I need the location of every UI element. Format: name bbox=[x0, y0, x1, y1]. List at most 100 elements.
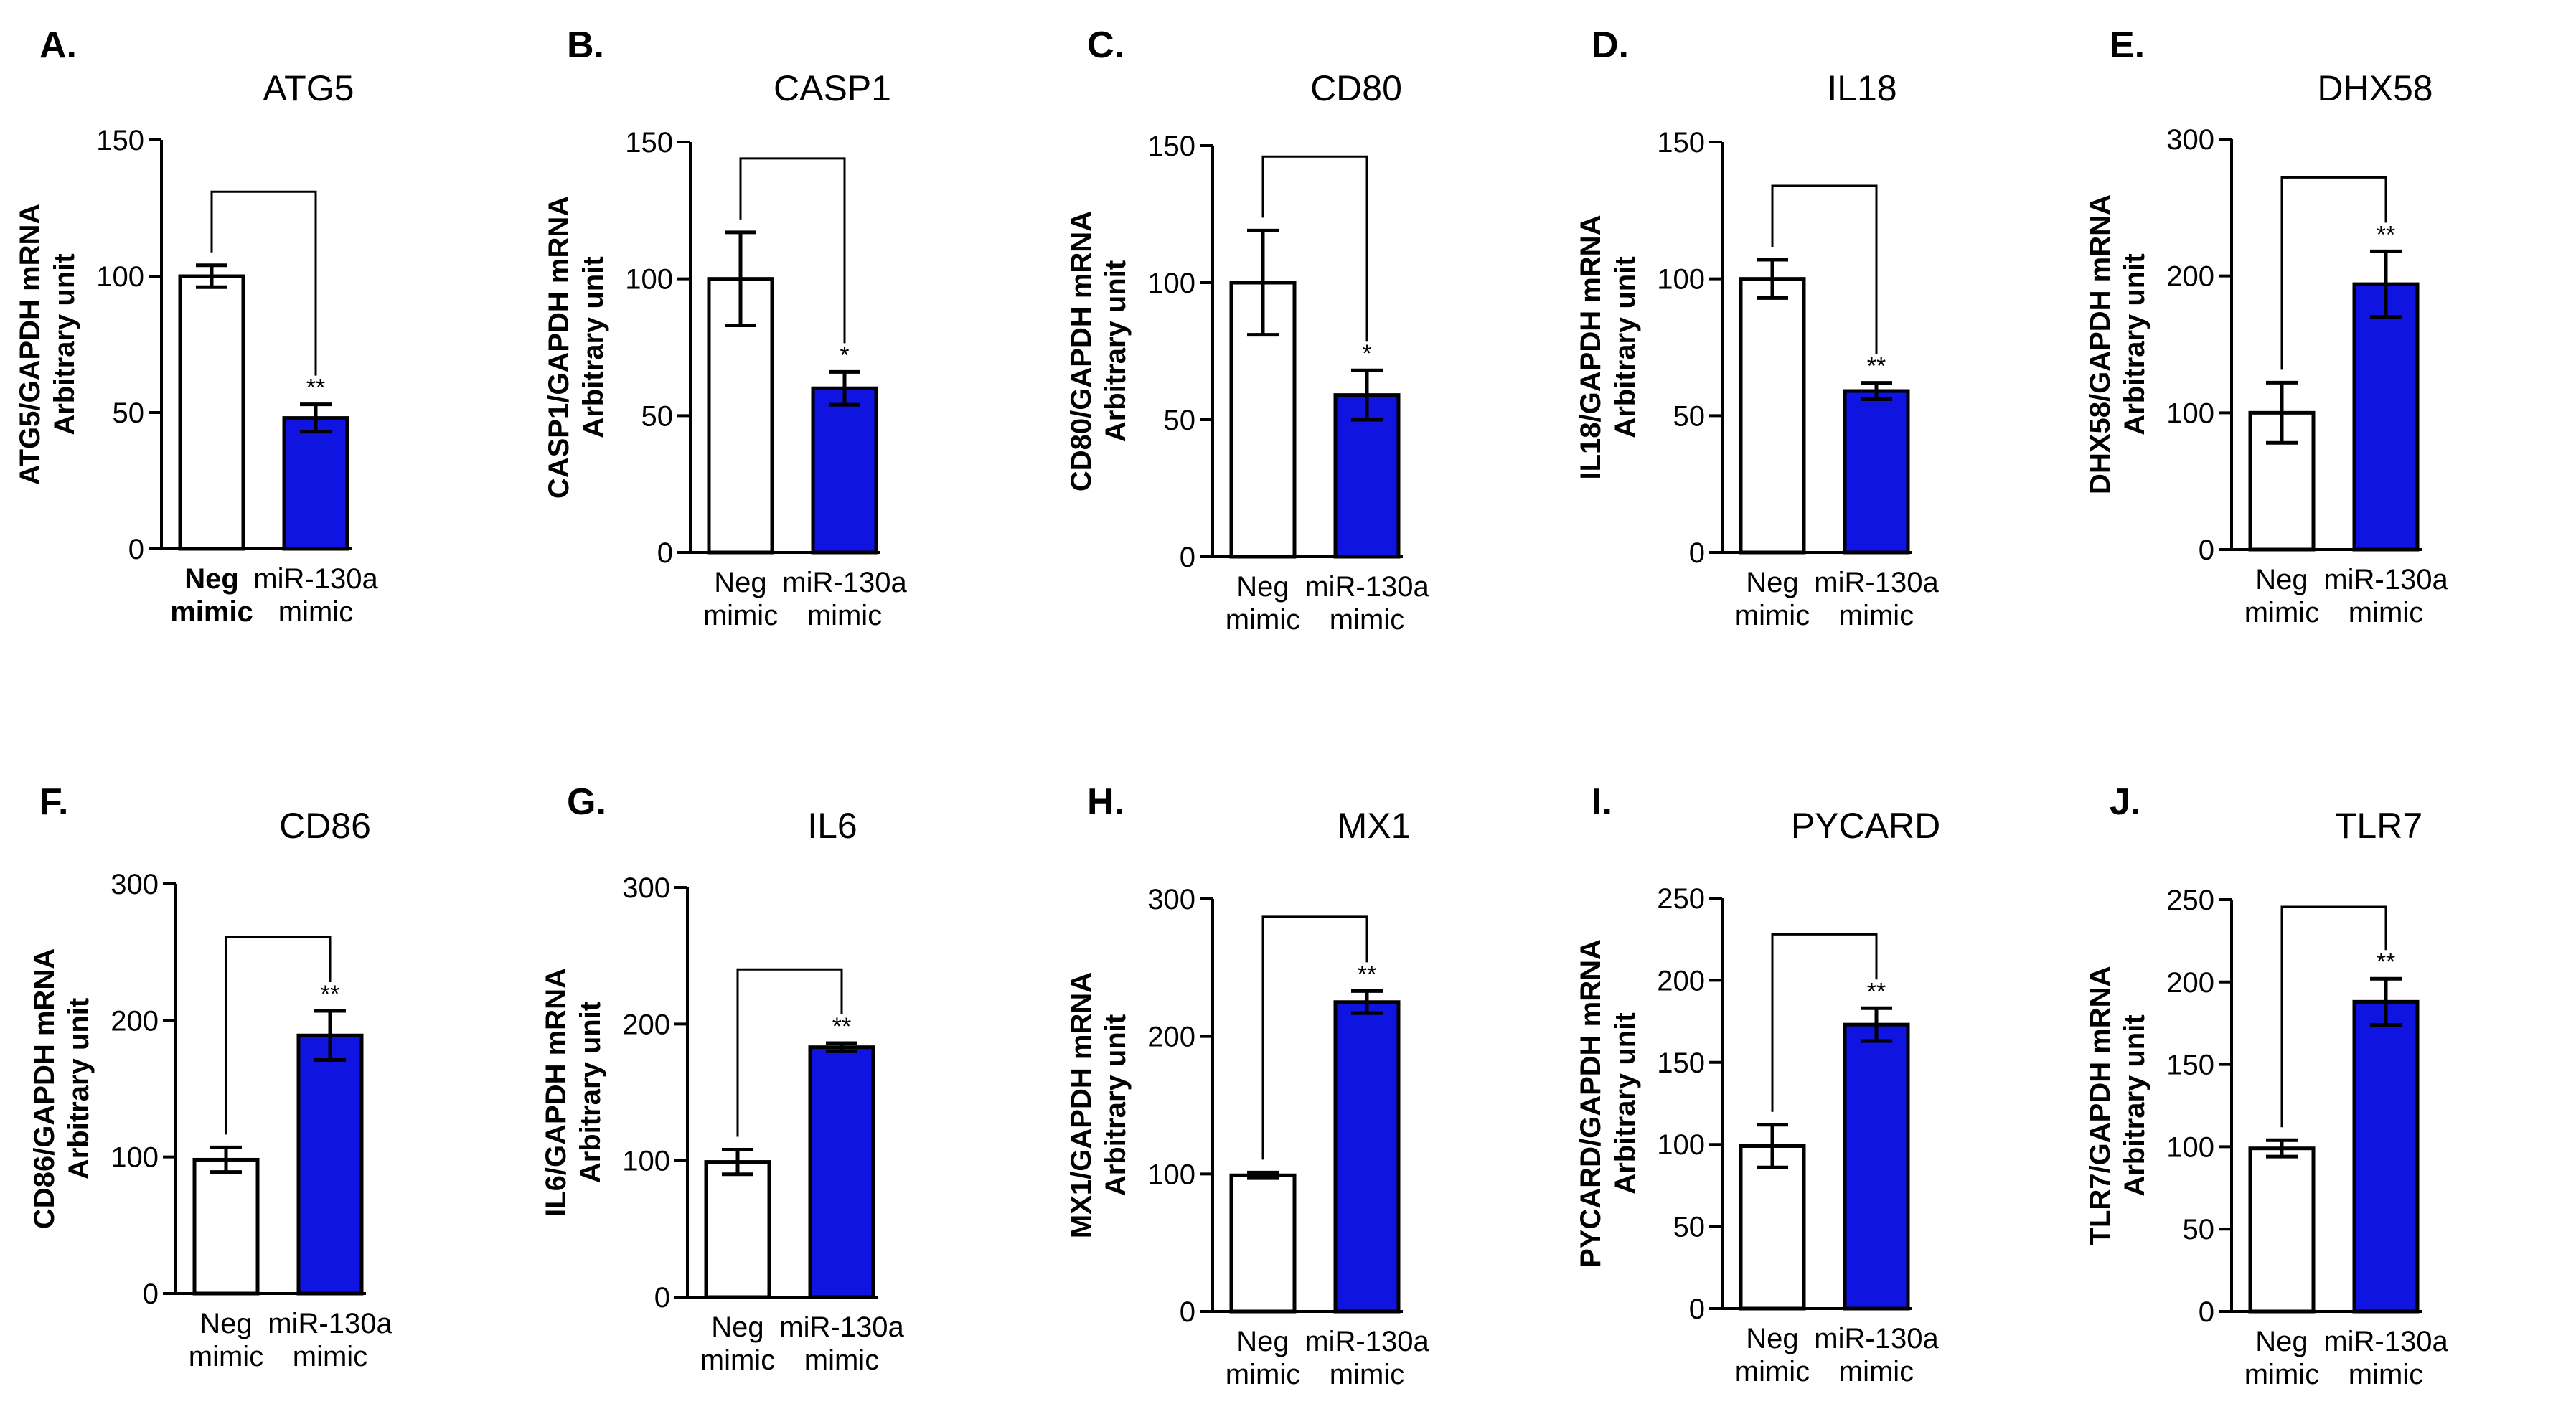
y-tick-label: 300 bbox=[111, 869, 159, 900]
bar-mir130a-mimic bbox=[1333, 1000, 1401, 1314]
chart-panel-cd86: F. CD86 CD86/GAPDH mRNA Arbitrary unit 0 100 2… bbox=[29, 781, 392, 1372]
panel-letter: A. bbox=[39, 24, 77, 66]
chart-panel-il18: D. IL18 IL18/GAPDH mRNA Arbitrary unit 0 50 10… bbox=[1575, 24, 1939, 631]
significance-bracket bbox=[225, 936, 332, 1135]
y-axis-label-unit: Arbitrary unit bbox=[578, 256, 609, 438]
significance-label: ** bbox=[306, 374, 325, 402]
y-axis-label-unit: Arbitrary unit bbox=[2119, 253, 2150, 435]
significance-label: ** bbox=[832, 1013, 851, 1040]
y-tick-label: 100 bbox=[1657, 264, 1705, 296]
y-tick-label: 50 bbox=[641, 400, 674, 432]
y-tick-label: 300 bbox=[1147, 884, 1195, 915]
chart-panel-casp1: B. CASP1 CASP1/GAPDH mRNA Arbitrary unit 0 50… bbox=[543, 24, 907, 631]
bar-mir130a-mimic bbox=[282, 416, 349, 551]
y-tick-label: 100 bbox=[1657, 1129, 1705, 1161]
y-axis-label-unit: Arbitrary unit bbox=[1100, 260, 1132, 442]
category-label-mir130a-mimic: mimic bbox=[804, 1344, 879, 1376]
bar-neg-mimic bbox=[1739, 1144, 1806, 1311]
significance-bracket bbox=[2280, 905, 2387, 1128]
bar-mir130a-mimic bbox=[2352, 999, 2420, 1314]
significance-label: ** bbox=[1867, 978, 1886, 1005]
chart-title: TLR7 bbox=[2335, 806, 2422, 846]
y-tick-label: 150 bbox=[1657, 127, 1705, 159]
y-tick-label: 50 bbox=[1164, 405, 1196, 436]
panel-letter: I. bbox=[1592, 781, 1612, 823]
category-label-mir130a-mimic: miR-130a bbox=[2323, 564, 2448, 595]
category-label-neg-mimic: mimic bbox=[1226, 604, 1300, 636]
category-label-neg-mimic: mimic bbox=[170, 596, 253, 628]
chart-panel-il6: G. IL6 IL6/GAPDH mRNA Arbitrary unit 0 100 200… bbox=[540, 781, 904, 1376]
category-label-neg-mimic: mimic bbox=[1226, 1359, 1300, 1390]
y-axis-label: CASP1/GAPDH mRNA bbox=[543, 196, 575, 499]
y-axis-label-unit: Arbitrary unit bbox=[1100, 1014, 1132, 1196]
y-tick-label: 150 bbox=[2166, 1050, 2214, 1081]
y-axis-label: CD86/GAPDH mRNA bbox=[29, 948, 60, 1229]
y-axis-label: IL18/GAPDH mRNA bbox=[1575, 215, 1607, 480]
category-label-neg-mimic: Neg bbox=[199, 1308, 252, 1339]
category-label-mir130a-mimic: mimic bbox=[807, 600, 882, 631]
y-tick-label: 100 bbox=[622, 1146, 670, 1177]
panel-letter: D. bbox=[1592, 24, 1629, 66]
chart-title: MX1 bbox=[1338, 806, 1411, 846]
y-tick-label: 0 bbox=[1689, 537, 1705, 569]
chart-title: IL6 bbox=[807, 806, 857, 846]
y-tick-label: 100 bbox=[2166, 397, 2214, 429]
y-tick-label: 200 bbox=[2166, 261, 2214, 293]
panel-letter: J. bbox=[2110, 781, 2140, 823]
y-tick-label: 50 bbox=[113, 397, 145, 429]
category-label-neg-mimic: Neg bbox=[1746, 567, 1798, 598]
category-label-neg-mimic: Neg bbox=[2255, 564, 2308, 595]
category-label-neg-mimic: Neg bbox=[714, 567, 766, 598]
category-label-neg-mimic: mimic bbox=[1735, 1356, 1810, 1387]
category-label-mir130a-mimic: mimic bbox=[2349, 1359, 2423, 1390]
y-axis-label: IL6/GAPDH mRNA bbox=[540, 968, 572, 1217]
y-tick-label: 0 bbox=[657, 537, 673, 569]
significance-bracket bbox=[736, 968, 843, 1137]
category-label-mir130a-mimic: mimic bbox=[1839, 1356, 1914, 1387]
chart-panel-cd80: C. CD80 CD80/GAPDH mRNA Arbitrary unit 0 50 10… bbox=[1066, 24, 1429, 636]
category-label-mir130a-mimic: mimic bbox=[1330, 604, 1404, 636]
y-tick-label: 200 bbox=[1147, 1022, 1195, 1053]
y-tick-label: 50 bbox=[2183, 1214, 2215, 1245]
y-tick-label: 200 bbox=[1657, 965, 1705, 997]
significance-bracket bbox=[1261, 155, 1368, 342]
category-label-neg-mimic: mimic bbox=[1735, 600, 1810, 631]
bar-neg-mimic bbox=[178, 274, 245, 551]
bar-mir130a-mimic bbox=[811, 386, 878, 555]
panel-letter: F. bbox=[39, 781, 68, 823]
significance-label: ** bbox=[2377, 221, 2395, 248]
significance-label: ** bbox=[2377, 948, 2395, 976]
y-tick-label: 50 bbox=[1673, 400, 1706, 432]
y-tick-label: 200 bbox=[2166, 967, 2214, 999]
category-label-mir130a-mimic: mimic bbox=[278, 596, 353, 628]
y-tick-label: 0 bbox=[2199, 1296, 2214, 1328]
category-label-mir130a-mimic: miR-130a bbox=[268, 1308, 392, 1339]
chart-panel-pycard: I. PYCARD PYCARD/GAPDH mRNA Arbitrary unit 0… bbox=[1575, 781, 1940, 1387]
bar-neg-mimic bbox=[2248, 1146, 2316, 1314]
significance-label: * bbox=[840, 341, 849, 369]
category-label-neg-mimic: mimic bbox=[700, 1344, 775, 1376]
y-axis-label: DHX58/GAPDH mRNA bbox=[2084, 194, 2116, 494]
y-tick-label: 250 bbox=[1657, 883, 1705, 915]
category-label-neg-mimic: Neg bbox=[1746, 1323, 1798, 1354]
category-label-mir130a-mimic: mimic bbox=[1330, 1359, 1404, 1390]
significance-label: ** bbox=[321, 981, 339, 1008]
y-axis-label-unit: Arbitrary unit bbox=[1609, 256, 1641, 438]
category-label-mir130a-mimic: mimic bbox=[2349, 597, 2423, 628]
y-axis-label: MX1/GAPDH mRNA bbox=[1066, 972, 1097, 1238]
significance-label: ** bbox=[1867, 353, 1886, 380]
bar-neg-mimic bbox=[1229, 1173, 1297, 1314]
bar-mir130a-mimic bbox=[1333, 393, 1401, 559]
y-tick-label: 0 bbox=[654, 1282, 670, 1314]
y-axis-label-unit: Arbitrary unit bbox=[575, 1002, 606, 1183]
chart-title: PYCARD bbox=[1791, 806, 1940, 846]
panel-letter: H. bbox=[1087, 781, 1124, 823]
y-axis-label-unit: Arbitrary unit bbox=[49, 253, 80, 435]
chart-panel-atg5: A. ATG5 ATG5/GAPDH mRNA Arbitrary unit 0 50 10… bbox=[14, 24, 378, 628]
category-label-mir130a-mimic: mimic bbox=[293, 1341, 367, 1372]
significance-bracket bbox=[1261, 915, 1368, 1160]
chart-panel-mx1: H. MX1 MX1/GAPDH mRNA Arbitrary unit 0 100 200… bbox=[1066, 781, 1429, 1390]
panel-letter: G. bbox=[567, 781, 606, 823]
y-tick-label: 0 bbox=[2199, 534, 2214, 566]
y-tick-label: 150 bbox=[625, 127, 673, 159]
